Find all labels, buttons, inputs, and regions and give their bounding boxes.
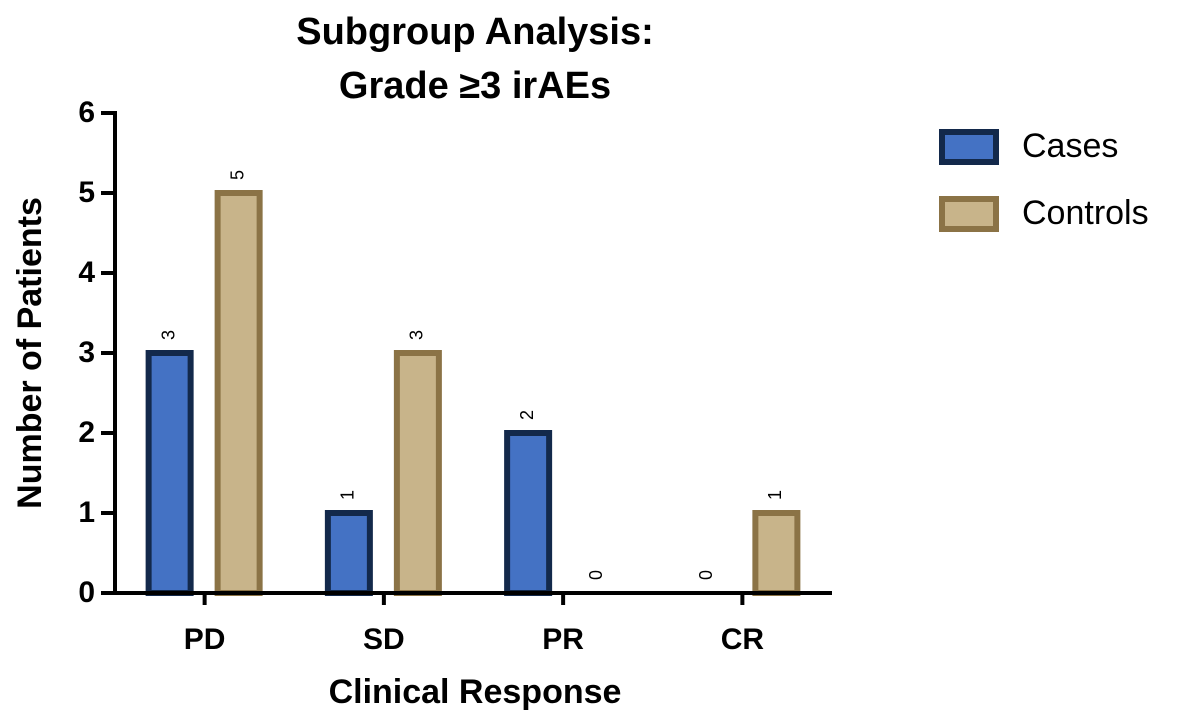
x-tick-label: PR [542, 623, 584, 656]
chart-title: Grade ≥3 irAEs [339, 65, 611, 107]
y-tick-label: 2 [78, 416, 95, 449]
value-label: 3 [407, 330, 427, 340]
bar [393, 350, 442, 596]
bar [145, 350, 194, 596]
bar [504, 430, 553, 596]
bar [324, 510, 373, 596]
legend-swatch [939, 129, 999, 165]
x-tick-label: CR [721, 623, 765, 656]
bar [752, 510, 801, 596]
value-label: 3 [158, 330, 178, 340]
value-label: 1 [338, 490, 358, 500]
y-tick-label: 3 [78, 336, 95, 369]
value-label: 5 [227, 170, 247, 180]
legend-label: Cases [1022, 127, 1118, 165]
y-axis-label: Number of Patients [11, 197, 49, 509]
chart-title: Subgroup Analysis: [296, 11, 654, 53]
y-tick-label: 6 [78, 96, 95, 129]
y-tick-label: 5 [78, 176, 95, 209]
legend-label: Controls [1022, 194, 1149, 232]
x-axis-label: Clinical Response [329, 673, 622, 711]
x-tick-label: PD [184, 623, 226, 656]
x-tick-label: SD [363, 623, 405, 656]
y-tick-label: 1 [78, 496, 95, 529]
y-tick-label: 0 [78, 576, 95, 609]
value-label: 0 [696, 570, 716, 580]
bar [214, 190, 263, 596]
y-tick-label: 4 [78, 256, 95, 289]
value-label: 1 [765, 490, 785, 500]
value-label: 2 [517, 410, 537, 420]
value-label: 0 [586, 570, 606, 580]
legend-swatch [939, 196, 999, 232]
